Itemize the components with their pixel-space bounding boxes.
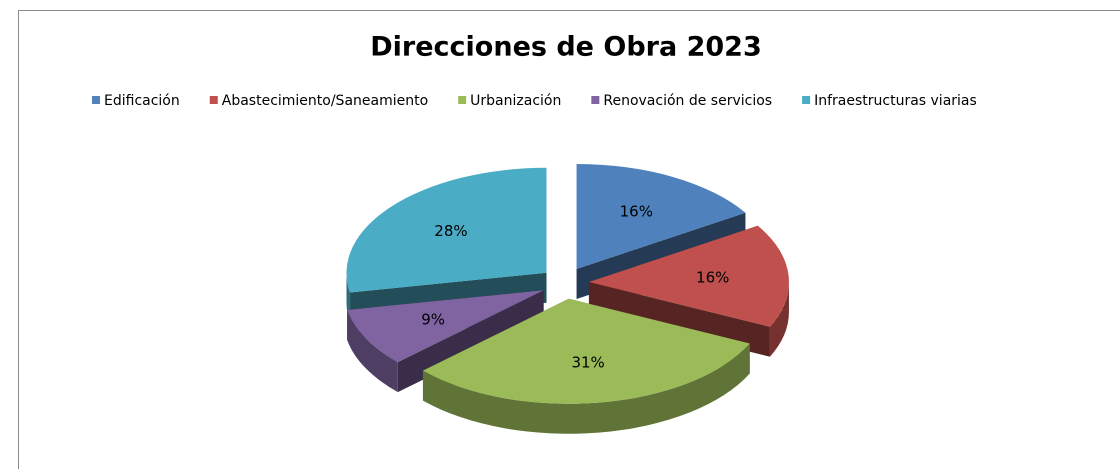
slice-top [346,167,547,293]
slice-side [769,281,789,357]
slice-side [422,343,750,434]
legend-label: Urbanización [470,93,561,109]
chart-title: Direcciones de Obra 2023 [370,32,762,63]
slice-top [588,225,789,327]
legend-swatch [591,96,600,104]
legend-label: Infraestructuras viarias [814,93,977,109]
data-label: 9% [421,310,445,328]
slice-side [347,309,398,393]
legend-swatch [802,96,811,104]
legend-swatch [92,96,100,104]
data-label: 16% [620,202,653,220]
pie-slice [422,298,750,434]
legend-swatch [458,96,467,104]
legend-swatch [209,96,218,104]
slice-top [422,298,750,404]
legend-label: Abastecimiento/Saneamiento [222,93,428,109]
data-label: 16% [696,268,729,286]
slice-top [576,163,746,269]
data-label: 28% [434,222,467,240]
data-label: 31% [571,354,604,372]
legend-label: Renovación de servicios [603,93,772,109]
slice-top [347,290,544,363]
legend-label: Edificación [104,93,180,109]
